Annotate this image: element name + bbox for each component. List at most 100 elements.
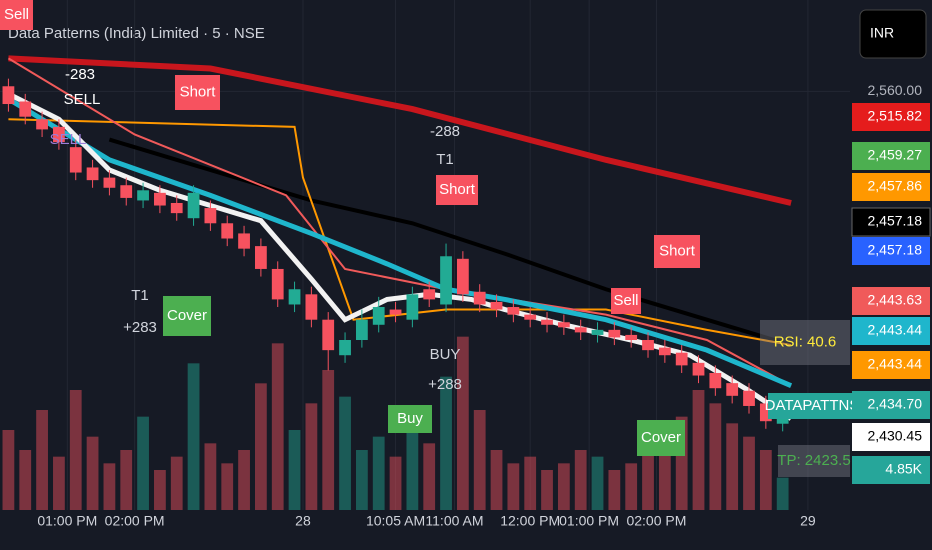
candle-body — [86, 167, 99, 181]
price-label-box — [852, 103, 930, 131]
candle-body — [339, 340, 351, 356]
price-label-box — [852, 423, 930, 451]
currency-text[interactable]: INR — [870, 25, 894, 41]
volume-bar — [339, 396, 351, 510]
candle-body — [69, 147, 82, 173]
annotation-box — [388, 405, 432, 433]
ma-line — [7, 57, 792, 387]
price-label: 2,443.44 — [868, 322, 923, 338]
annotation-text: T1 — [131, 287, 149, 304]
volume-bar — [541, 470, 553, 510]
candle-body — [36, 119, 48, 130]
annotation-box — [654, 235, 700, 268]
volume-bar — [137, 416, 149, 510]
annotation-label: Cover — [641, 429, 681, 446]
annotation-label: TP: 2423.5 — [777, 452, 850, 469]
price-label-box — [852, 391, 930, 419]
annotation-box — [0, 0, 33, 30]
candle-body — [608, 329, 621, 338]
volume-bar — [473, 410, 486, 510]
volume-bar — [675, 416, 688, 510]
annotation-box — [436, 175, 478, 205]
annotation-text: T1 — [436, 151, 454, 168]
volume-bar — [53, 456, 65, 510]
x-tick-label: 12:00 PM — [500, 513, 560, 529]
candle-body — [541, 319, 553, 325]
candle-body — [759, 403, 772, 422]
candle-body — [406, 294, 419, 320]
volume-bar — [709, 403, 722, 510]
x-tick-label: 29 — [800, 513, 816, 529]
candle-body — [692, 362, 705, 376]
price-label: 2,443.63 — [868, 292, 923, 308]
candle-body — [372, 307, 385, 325]
volume-bar — [591, 456, 604, 510]
candle-body — [322, 319, 335, 351]
x-tick-label: 02:00 PM — [105, 513, 165, 529]
volume-bar — [103, 463, 116, 510]
candle-body — [2, 86, 15, 105]
price-label: 2,434.70 — [868, 396, 923, 412]
ma-line — [8, 118, 792, 347]
candle-body — [271, 268, 284, 300]
volume-bar — [456, 336, 469, 510]
candle-body — [642, 340, 654, 351]
annotation-box — [611, 288, 641, 314]
price-label-box — [852, 317, 930, 345]
x-tick-label: 28 — [295, 513, 311, 529]
volume-bar — [204, 443, 217, 510]
price-label-box — [852, 456, 930, 484]
annotation-text: +283 — [123, 319, 157, 336]
price-label: 2,457.86 — [868, 178, 923, 194]
volume-bar — [154, 470, 166, 510]
price-label: 2,457.18 — [868, 242, 923, 258]
candle-body — [490, 301, 503, 310]
candle-body — [726, 383, 739, 396]
annotation-label: Sell — [4, 6, 29, 23]
x-tick-label: 01:00 PM — [559, 513, 619, 529]
price-label: 2,430.45 — [868, 428, 923, 444]
volume-bar — [423, 443, 436, 510]
price-label-box — [852, 173, 930, 201]
candle-body — [743, 390, 755, 406]
volume-bar — [490, 450, 503, 510]
x-tick-label: 01:00 PM — [37, 513, 97, 529]
annotation-box — [760, 320, 850, 365]
candle-body — [524, 314, 537, 320]
volume-bar — [288, 430, 301, 510]
annotation-text: +288 — [428, 376, 462, 393]
price-label: 2,457.18 — [868, 213, 923, 229]
volume-bar — [238, 450, 250, 510]
volume-bar — [557, 463, 570, 510]
annotation-text: SELL — [64, 91, 101, 108]
candle-body — [305, 294, 318, 320]
x-tick-label: 10:05 AM — [366, 513, 425, 529]
volume-bar — [36, 410, 48, 510]
candle-body — [389, 309, 402, 315]
price-label: 2,459.27 — [868, 147, 923, 163]
annotation-text: -283 — [65, 66, 95, 83]
volume-bar — [389, 456, 402, 510]
volume-bar — [86, 436, 99, 510]
annotation-box — [637, 420, 685, 456]
volume-bar — [322, 370, 335, 510]
annotation-box — [163, 296, 211, 336]
candle-body — [709, 372, 722, 389]
candle-body — [137, 190, 149, 201]
candle-body — [574, 327, 587, 333]
candle-body — [187, 192, 200, 219]
annotation-label: RSI: 40.6 — [774, 333, 837, 350]
volume-bar — [507, 463, 520, 510]
candle-body — [19, 101, 32, 117]
price-label-box — [852, 287, 930, 315]
volume-bar — [355, 450, 368, 510]
annotation-label: DATAPATTNS — [765, 397, 860, 414]
volume-bar — [69, 390, 82, 510]
x-tick-label: 11:00 AM — [425, 513, 483, 529]
currency-button[interactable] — [859, 9, 927, 59]
annotation-box — [768, 393, 856, 419]
volume-bar — [524, 456, 537, 510]
annotation-text: -288 — [430, 123, 460, 140]
candle-body — [591, 329, 604, 335]
